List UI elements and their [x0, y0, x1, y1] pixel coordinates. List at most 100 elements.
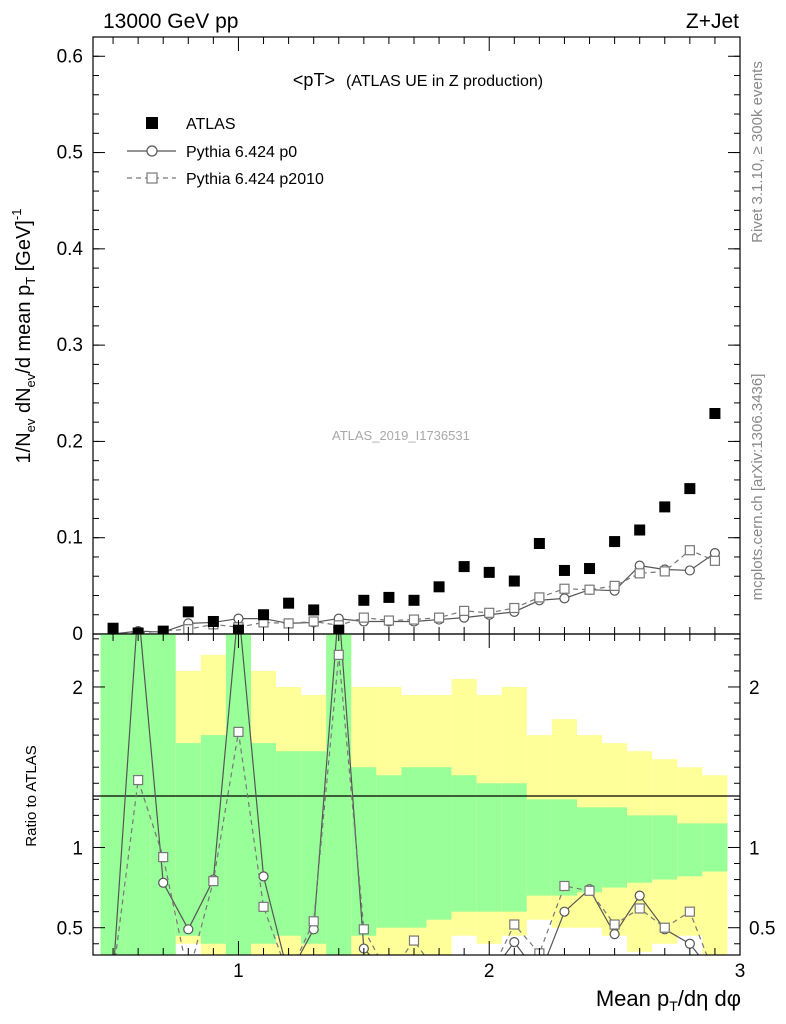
ratio-band-inner	[401, 767, 427, 928]
x-axis-label: Mean pT/dη dφ	[596, 986, 741, 1014]
ratio-point-p0	[258, 871, 269, 882]
main-panel: 00.10.20.30.40.50.6 ATLAS_2019_I1736531 …	[9, 36, 741, 645]
legend-marker-p2010	[146, 172, 158, 184]
main-point-atlas	[358, 594, 370, 606]
main-y-tick-label: 0.3	[57, 335, 83, 356]
main-point-atlas	[558, 564, 570, 576]
main-y-tick-label: 0	[72, 624, 83, 645]
main-point-atlas	[433, 581, 445, 593]
main-point-atlas	[182, 606, 194, 618]
rivet-label: Rivet 3.1.10, ≥ 300k events	[749, 61, 766, 243]
ratio-y-tick-label-right: 2	[749, 678, 760, 699]
ratio-band-inner	[326, 634, 352, 955]
ratio-point-p2010	[559, 880, 570, 892]
main-point-atlas	[458, 561, 470, 573]
main-y-tick-label: 0.2	[57, 431, 83, 452]
main-point-p2010	[408, 614, 420, 625]
ratio-point-p2010	[208, 876, 219, 887]
main-point-atlas	[408, 594, 420, 606]
legend-label-p2010: Pythia 6.424 p2010	[186, 171, 324, 188]
main-y-tick-label: 0.1	[57, 528, 83, 549]
ratio-point-p2010	[158, 851, 169, 863]
main-point-atlas	[207, 615, 219, 627]
ratio-band-inner	[702, 823, 728, 872]
ratio-point-p0	[183, 924, 194, 935]
main-point-p2010	[559, 583, 570, 594]
main-point-p2010	[358, 612, 369, 623]
main-point-p2010	[709, 555, 721, 566]
ratio-y-tick-label: 0.5	[57, 919, 83, 940]
plot-title: <pT> (ATLAS UE in Z production)	[293, 70, 543, 90]
main-point-p2010	[634, 568, 645, 579]
ratio-band-inner	[526, 799, 552, 896]
main-point-p0	[559, 593, 570, 604]
plot-title-main: <pT>	[293, 70, 335, 90]
ratio-point-p2010	[634, 903, 645, 914]
main-point-atlas	[659, 501, 671, 513]
main-point-p2010	[534, 592, 545, 603]
main-point-atlas	[584, 563, 596, 575]
main-point-atlas	[308, 604, 320, 616]
ratio-band-inner	[276, 751, 302, 936]
ratio-point-p0	[684, 938, 695, 949]
legend-marker-p0	[146, 145, 158, 157]
main-point-p2010	[659, 566, 670, 577]
ratio-band-inner	[225, 634, 251, 955]
main-point-p2010	[584, 584, 595, 595]
ratio-band-inner	[677, 823, 703, 877]
ratio-point-p0	[609, 929, 620, 940]
main-point-atlas	[483, 566, 495, 578]
ratio-point-p0	[634, 890, 645, 901]
ratio-band-inner	[301, 751, 327, 944]
ratio-band-inner	[150, 634, 176, 955]
main-point-p2010	[609, 580, 620, 591]
x-tick-label: 2	[484, 961, 495, 982]
main-y-tick-label: 0.4	[57, 239, 84, 260]
mcplots-label: mcplots.cern.ch [arXiv:1306.3436]	[749, 374, 766, 601]
main-y-axis-label: 1/Nev dNev/d mean pT [GeV]-1	[9, 209, 38, 464]
main-point-atlas	[609, 536, 621, 548]
main-point-p2010	[459, 605, 470, 616]
ratio-point-p2010	[509, 919, 520, 930]
ratio-band-inner	[376, 775, 402, 928]
ratio-band-inner	[501, 783, 527, 912]
main-point-p2010	[383, 615, 395, 626]
ratio-band-inner	[100, 634, 126, 955]
ratio-point-p2010	[408, 935, 420, 946]
analysis-watermark: ATLAS_2019_I1736531	[332, 428, 470, 443]
main-point-atlas	[533, 537, 545, 549]
ratio-band-inner	[451, 775, 477, 912]
ratio-point-p2010	[233, 726, 244, 738]
main-point-p0	[684, 565, 695, 576]
ratio-point-p2010	[258, 901, 269, 912]
main-point-atlas	[258, 609, 270, 621]
plot-title-sub: (ATLAS UE in Z production)	[346, 73, 543, 90]
main-point-atlas	[709, 407, 721, 419]
ratio-point-p2010	[584, 885, 595, 896]
energy-label: 13000 GeV pp	[103, 10, 238, 33]
process-label: Z+Jet	[686, 10, 739, 33]
ratio-band-inner	[576, 807, 603, 893]
ratio-band-inner	[200, 735, 226, 944]
ratio-band-inner	[551, 799, 577, 896]
x-tick-label: 1	[233, 961, 244, 982]
main-point-p2010	[433, 612, 445, 623]
ratio-band-inner	[250, 743, 277, 944]
ratio-point-p2010	[308, 916, 319, 927]
legend: ATLAS Pythia 6.424 p0 Pythia 6.424 p2010	[127, 116, 324, 188]
ratio-y-tick-label: 1	[72, 838, 83, 859]
ratio-band-inner	[125, 634, 151, 955]
ratio-band-inner	[652, 815, 678, 880]
ratio-point-p2010	[684, 906, 695, 917]
ratio-point-p2010	[659, 922, 670, 933]
main-point-p2010	[308, 616, 319, 627]
ratio-panel: 0.5 0.5 1 1 2 2 1 2 3 Ratio to ATLAS Mean pT/dη…	[23, 37, 775, 1014]
main-point-atlas	[634, 524, 646, 536]
main-point-atlas	[508, 575, 520, 587]
ratio-y-tick-label: 2	[72, 678, 83, 699]
ratio-point-p2010	[358, 924, 369, 935]
ratio-frame	[92, 633, 741, 956]
ratio-band-inner	[351, 767, 377, 936]
ratio-band-inner	[175, 743, 201, 936]
